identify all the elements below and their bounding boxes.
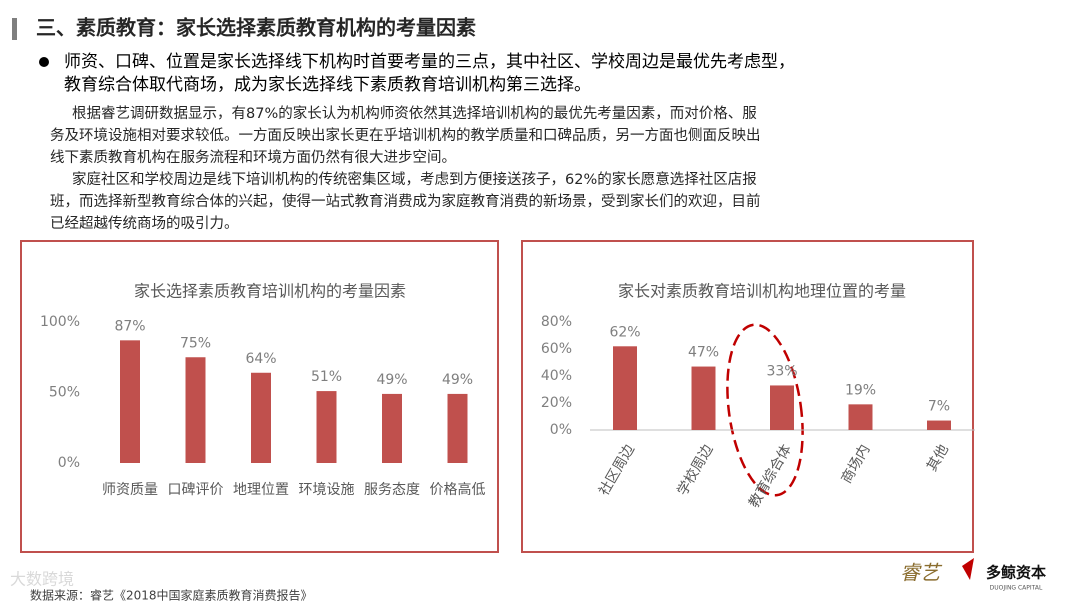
logo-ruiyi: 睿艺: [900, 563, 943, 585]
chart-title: 家长对素质教育培训机构地理位置的考量: [618, 282, 906, 301]
x-tick-label: 教育综合体: [746, 442, 795, 511]
data-label: 87%: [114, 318, 145, 334]
chart-frame: [521, 240, 974, 553]
bar: [691, 366, 716, 430]
bullet-line: 师资、口碑、位置是家长选择线下机构时首要考量的三点，其中社区、学校周边是最优先考…: [64, 52, 795, 72]
bullet-dot: [39, 57, 49, 67]
x-tick-label: 商场内: [839, 442, 874, 486]
bar: [251, 372, 271, 463]
data-label: 49%: [442, 372, 473, 388]
x-tick-label: 社区周边: [596, 442, 638, 498]
y-tick-label: 40%: [541, 368, 572, 384]
data-label: 64%: [245, 351, 276, 367]
data-label: 7%: [928, 399, 950, 415]
y-tick-label: 0%: [58, 455, 80, 471]
y-tick-label: 0%: [550, 422, 572, 438]
x-tick-label: 师资质量: [102, 482, 158, 498]
bar: [927, 420, 951, 430]
chart-frame: [20, 240, 499, 553]
x-tick-label: 学校周边: [674, 442, 717, 499]
y-tick-label: 80%: [541, 314, 572, 330]
watermark: 大数跨境: [10, 570, 74, 589]
paragraph-line: 班，而选择新型教育综合体的兴起，使得一站式教育消费成为家庭教育消费的新场景，受到…: [50, 193, 761, 210]
bar: [613, 346, 637, 430]
data-label: 19%: [845, 382, 876, 398]
bar: [316, 391, 337, 463]
bar: [447, 393, 468, 463]
bar: [185, 357, 206, 463]
logo-duojing-sub: DUOJING CAPITAL: [990, 585, 1043, 592]
x-tick-label: 口碑评价: [168, 482, 224, 498]
paragraph-line: 已经超越传统商场的吸引力。: [50, 215, 239, 232]
chart-title: 家长选择素质教育培训机构的考量因素: [134, 282, 406, 301]
title-marker: [12, 18, 17, 40]
x-tick-label: 地理位置: [233, 482, 289, 498]
chart: 家长选择素质教育培训机构的考量因素 0% 50% 100% 87% 师资质量 75% 口碑评价…: [40, 282, 486, 499]
logo-icon: [962, 558, 974, 580]
bar: [120, 340, 140, 463]
data-label: 75%: [180, 335, 211, 351]
highlight-ellipse: [726, 323, 804, 497]
y-tick-label: 100%: [40, 314, 80, 330]
bar: [770, 385, 794, 430]
y-tick-label: 20%: [541, 395, 572, 411]
x-tick-label: 服务态度: [364, 482, 420, 498]
x-tick-label: 其他: [924, 442, 952, 474]
source-note: 数据来源：睿艺《2018中国家庭素质教育消费报告》: [30, 588, 313, 603]
x-tick-label: 价格高低: [430, 481, 486, 498]
bar: [848, 404, 873, 430]
y-tick-label: 50%: [49, 385, 80, 401]
logo-duojing: 多鲸资本: [986, 564, 1046, 582]
y-tick-label: 60%: [541, 341, 572, 357]
paragraph-line: 根据睿艺调研数据显示，有87%的家长认为机构师资依然其选择培训机构的最优先考量因…: [72, 105, 757, 122]
data-label: 51%: [311, 369, 342, 385]
slide-title: 三、素质教育：家长选择素质教育机构的考量因素: [36, 16, 476, 40]
chart: 家长对素质教育培训机构地理位置的考量 0% 20% 40% 60% 80% 62% 社区周边 4…: [541, 282, 975, 511]
data-label: 47%: [688, 345, 719, 361]
paragraph-line: 务及环境设施相对要求较低。一方面反映出家长更在乎培训机构的教学质量和口碑品质，另…: [50, 126, 761, 144]
data-label: 62%: [609, 324, 640, 340]
data-label: 49%: [376, 372, 407, 388]
data-label: 33%: [766, 363, 797, 379]
x-tick-label: 环境设施: [299, 482, 355, 498]
bullet-line: 教育综合体取代商场，成为家长选择线下素质教育培训机构第三选择。: [64, 75, 591, 95]
bar: [382, 393, 402, 463]
paragraph-line: 线下素质教育机构在服务流程和环境方面仍然有很大进步空间。: [50, 148, 456, 166]
paragraph-line: 家庭社区和学校周边是线下培训机构的传统密集区域，考虑到方便接送孩子，62%的家长…: [72, 170, 757, 188]
